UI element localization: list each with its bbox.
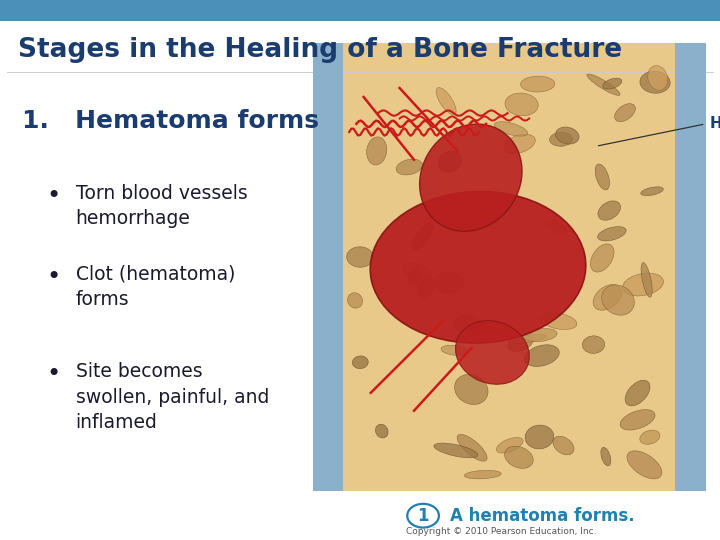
FancyBboxPatch shape xyxy=(0,0,720,21)
Ellipse shape xyxy=(375,424,388,438)
Ellipse shape xyxy=(438,151,462,172)
Ellipse shape xyxy=(346,247,374,267)
Ellipse shape xyxy=(504,134,535,153)
Ellipse shape xyxy=(366,137,387,165)
Ellipse shape xyxy=(625,380,650,406)
Text: •: • xyxy=(47,362,61,386)
Ellipse shape xyxy=(525,425,554,449)
Ellipse shape xyxy=(582,336,605,354)
Ellipse shape xyxy=(441,345,468,355)
Ellipse shape xyxy=(454,374,488,404)
Ellipse shape xyxy=(595,164,610,190)
Text: Stages in the Healing of a Bone Fracture: Stages in the Healing of a Bone Fracture xyxy=(18,37,622,63)
Ellipse shape xyxy=(598,201,621,220)
Ellipse shape xyxy=(436,272,464,294)
Ellipse shape xyxy=(521,76,555,92)
Text: Hematoma: Hematoma xyxy=(709,117,720,131)
Ellipse shape xyxy=(497,437,523,453)
Ellipse shape xyxy=(641,262,652,297)
Circle shape xyxy=(408,504,439,528)
FancyBboxPatch shape xyxy=(675,43,706,491)
Ellipse shape xyxy=(495,122,528,136)
Ellipse shape xyxy=(505,446,534,468)
Ellipse shape xyxy=(464,470,501,479)
Ellipse shape xyxy=(370,192,586,343)
Ellipse shape xyxy=(352,356,368,369)
Ellipse shape xyxy=(417,276,434,299)
Ellipse shape xyxy=(508,334,546,343)
Text: 1.   Hematoma forms: 1. Hematoma forms xyxy=(22,110,319,133)
Ellipse shape xyxy=(348,293,362,308)
Ellipse shape xyxy=(505,93,539,116)
Ellipse shape xyxy=(640,71,670,93)
Text: •: • xyxy=(47,184,61,207)
Ellipse shape xyxy=(600,447,611,466)
Ellipse shape xyxy=(623,273,664,296)
Ellipse shape xyxy=(436,87,456,114)
Ellipse shape xyxy=(413,222,433,249)
Ellipse shape xyxy=(615,104,635,122)
Ellipse shape xyxy=(456,321,529,384)
Ellipse shape xyxy=(553,436,574,455)
Ellipse shape xyxy=(549,132,572,146)
Text: Site becomes
swollen, painful, and
inflamed: Site becomes swollen, painful, and infla… xyxy=(76,362,269,433)
Ellipse shape xyxy=(641,187,663,195)
Ellipse shape xyxy=(627,451,662,479)
Ellipse shape xyxy=(508,335,533,352)
Ellipse shape xyxy=(556,127,579,144)
Text: Clot (hematoma)
forms: Clot (hematoma) forms xyxy=(76,265,235,309)
Ellipse shape xyxy=(408,269,420,285)
Ellipse shape xyxy=(598,227,626,241)
Ellipse shape xyxy=(593,285,621,310)
Ellipse shape xyxy=(524,345,559,367)
Ellipse shape xyxy=(420,124,522,231)
Ellipse shape xyxy=(620,410,655,430)
Text: Torn blood vessels
hemorrhage: Torn blood vessels hemorrhage xyxy=(76,184,248,228)
Ellipse shape xyxy=(602,285,634,315)
Ellipse shape xyxy=(454,315,485,334)
Ellipse shape xyxy=(587,74,620,96)
Ellipse shape xyxy=(457,434,487,461)
Text: A hematoma forms.: A hematoma forms. xyxy=(450,507,634,525)
FancyBboxPatch shape xyxy=(313,43,706,491)
Ellipse shape xyxy=(403,264,431,279)
Ellipse shape xyxy=(541,313,577,329)
Text: 1: 1 xyxy=(418,507,429,525)
Ellipse shape xyxy=(603,78,622,89)
Ellipse shape xyxy=(545,219,567,236)
Ellipse shape xyxy=(396,159,423,175)
Ellipse shape xyxy=(648,66,667,90)
Ellipse shape xyxy=(590,244,614,272)
Text: Copyright © 2010 Pearson Education, Inc.: Copyright © 2010 Pearson Education, Inc. xyxy=(406,528,597,536)
Ellipse shape xyxy=(434,443,478,458)
FancyBboxPatch shape xyxy=(313,43,343,491)
Ellipse shape xyxy=(523,328,557,342)
Ellipse shape xyxy=(640,430,660,444)
Text: •: • xyxy=(47,265,61,288)
